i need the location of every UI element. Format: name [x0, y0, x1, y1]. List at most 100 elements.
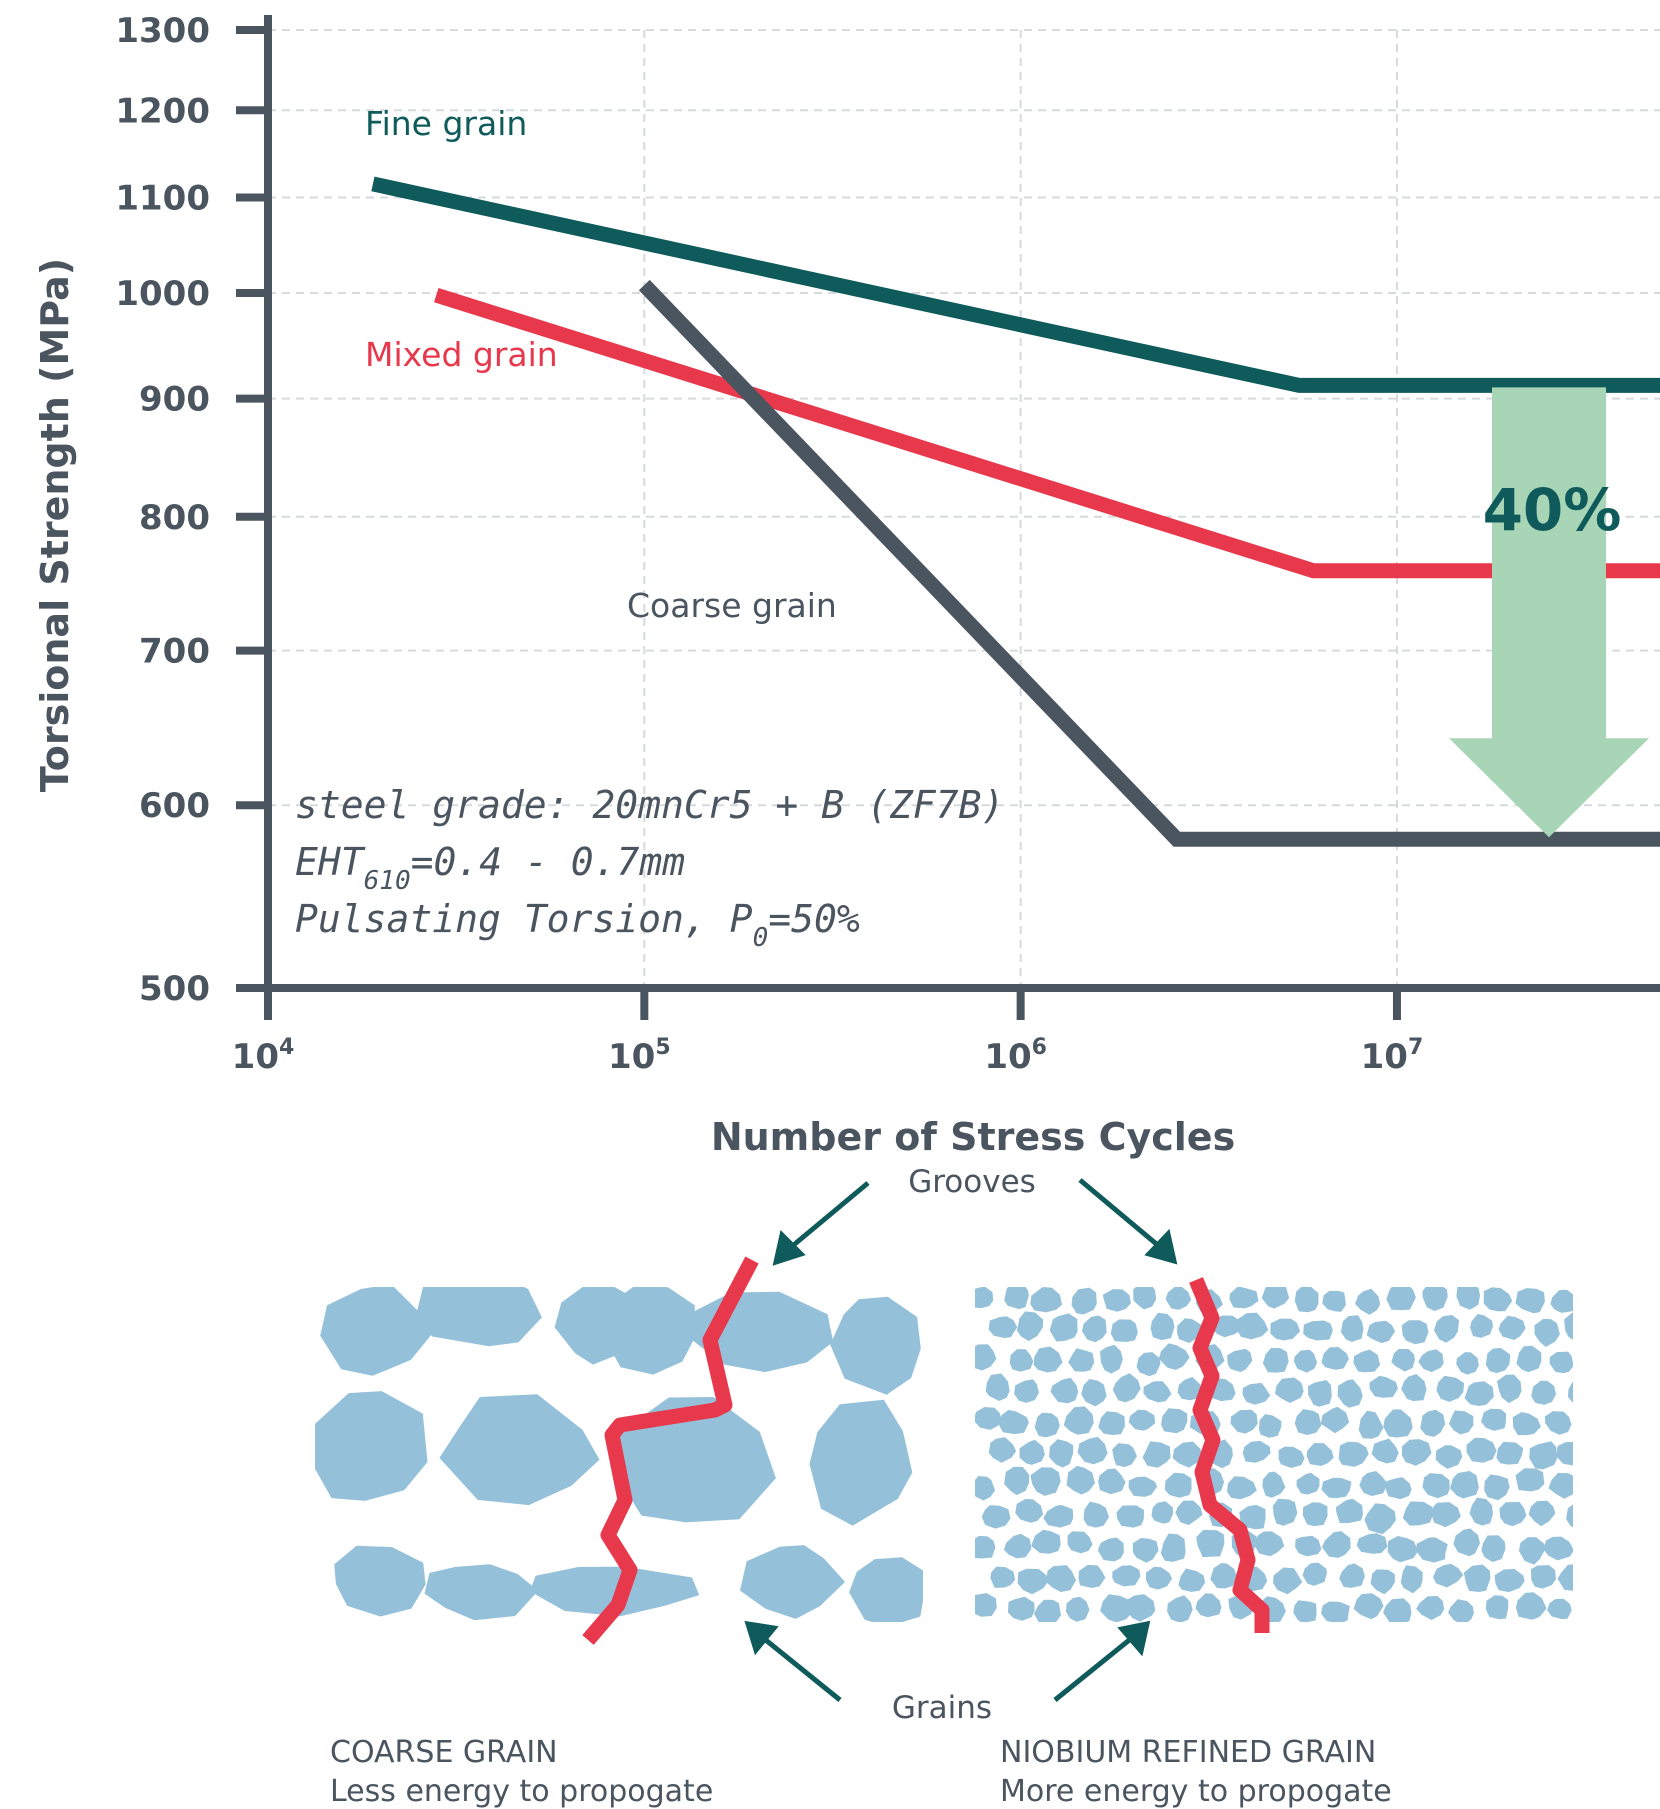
- refined-grain-cell-15: [1456, 1287, 1480, 1310]
- refined-grain-cell-204: [1416, 1596, 1445, 1620]
- refined-grain-cell-202: [1353, 1593, 1384, 1620]
- coarse-grain-subtitle: Less energy to propogate: [330, 1774, 713, 1809]
- refined-grain-cell-144: [1335, 1498, 1363, 1524]
- refined-grain-cell-67: [1308, 1380, 1332, 1407]
- series-label-coarse-grain: Coarse grain: [627, 586, 837, 625]
- coarse-grain-cell-5: [830, 1296, 921, 1395]
- refined-grain-cell-191: [1007, 1596, 1035, 1621]
- refined-grain-cell-200: [1293, 1600, 1317, 1622]
- coarse-grain-cell-14: [849, 1557, 923, 1622]
- refined-grain-cell-40: [1033, 1346, 1063, 1373]
- reduction-arrow-shape: [1449, 387, 1649, 838]
- refined-grain-cell-81: [1128, 1409, 1156, 1431]
- refined-grain-cell-106: [1338, 1441, 1369, 1467]
- x-tick-base-7: 10: [1361, 1037, 1408, 1077]
- refined-grain-cell-176: [1145, 1566, 1173, 1590]
- refined-grain-cell-33: [1434, 1315, 1459, 1343]
- refined-grain-cell-24: [1150, 1312, 1175, 1341]
- refined-grain-panel: [975, 1287, 1573, 1622]
- refined-grain-cell-158: [1160, 1533, 1186, 1562]
- refined-grain-cell-134: [1015, 1499, 1044, 1523]
- refined-grain-cell-141: [1239, 1504, 1266, 1530]
- refined-grain-cell-90: [1420, 1409, 1446, 1437]
- refined-grain-cell-53: [1456, 1352, 1479, 1375]
- refined-grain-cell-50: [1353, 1349, 1381, 1373]
- note-eht-main: EHT: [295, 840, 366, 884]
- refined-grain-cell-149: [1499, 1501, 1527, 1527]
- crack-coarse: [582, 1256, 759, 1645]
- refined-grain-cell-131: [1515, 1468, 1545, 1492]
- refined-grain-cell-99: [1112, 1443, 1137, 1468]
- grain-arrowhead-left: [744, 1620, 779, 1656]
- coarse-grain-cell-10: [334, 1545, 426, 1617]
- refined-grain-cell-192: [1034, 1599, 1061, 1622]
- refined-grain-cell-184: [1400, 1565, 1423, 1594]
- refined-grain-cell-84: [1230, 1409, 1258, 1434]
- refined-grain-cell-57: [985, 1373, 1010, 1401]
- note-eht-rest: =0.4 - 0.7mm: [411, 840, 686, 884]
- x-tick-base-6: 10: [984, 1037, 1031, 1077]
- x-tick-base-4: 10: [232, 1037, 279, 1077]
- y-tick-label-500: 500: [139, 969, 210, 1009]
- grid-lines: [268, 29, 1660, 988]
- refined-grain-cell-104: [1278, 1446, 1305, 1468]
- grooves-label: Grooves: [908, 1164, 1036, 1200]
- refined-grain-cell-145: [1364, 1503, 1396, 1535]
- refined-grain-cell-4: [1102, 1289, 1131, 1312]
- refined-grain-cell-163: [1322, 1531, 1351, 1558]
- refined-grain-cell-128: [1422, 1473, 1450, 1499]
- refined-grain-cell-94: [1544, 1411, 1572, 1435]
- refined-grain-cell-205: [1448, 1599, 1474, 1622]
- refined-grain-cell-56: [1549, 1351, 1573, 1374]
- refined-grain-cell-89: [1383, 1409, 1413, 1438]
- note-pulsating: Pulsating Torsion, P0=50%: [295, 897, 860, 953]
- refined-grain-cell-123: [1262, 1471, 1286, 1498]
- refined-grain-cell-0: [975, 1287, 994, 1309]
- refined-grain-cell-135: [1043, 1505, 1074, 1528]
- refined-grain-cell-11: [1322, 1290, 1346, 1312]
- refined-grain-cell-16: [1483, 1287, 1513, 1312]
- refined-grain-cell-207: [1515, 1592, 1547, 1620]
- refined-grain-cell-107: [1371, 1438, 1399, 1464]
- refined-grain-cell-125: [1321, 1477, 1352, 1499]
- refined-grain-cell-65: [1242, 1382, 1271, 1405]
- refined-grain-cell-41: [1068, 1348, 1095, 1372]
- refined-grain-cell-61: [1112, 1373, 1141, 1403]
- refined-grain-cell-178: [1210, 1563, 1237, 1589]
- refined-grain-cell-166: [1416, 1537, 1448, 1563]
- refined-grain-cell-132: [1548, 1472, 1573, 1499]
- refined-grain-cell-185: [1433, 1563, 1464, 1588]
- refined-grain-cell-162: [1295, 1535, 1322, 1557]
- refined-grain-cell-21: [1049, 1313, 1078, 1342]
- groove-arrow-left: [788, 1181, 870, 1250]
- refined-grain-title: NIOBIUM REFINED GRAIN: [1000, 1735, 1376, 1770]
- refined-grain-cell-114: [975, 1476, 996, 1501]
- refined-grain-cell-153: [1003, 1533, 1032, 1559]
- refined-grain-cell-138: [1151, 1501, 1173, 1524]
- grain-arrow-left: [760, 1635, 842, 1702]
- refined-grain-cell-75: [1568, 1381, 1573, 1403]
- refined-grain-cell-111: [1496, 1441, 1524, 1465]
- x-tick-label-7: 107: [1361, 1035, 1424, 1077]
- refined-grain-cell-13: [1386, 1287, 1416, 1311]
- x-tick-base-5: 10: [608, 1037, 655, 1077]
- coarse-grain-cell-7: [439, 1394, 600, 1506]
- series-label-mixed-grain: Mixed grain: [365, 335, 558, 374]
- reduction-percent-label: 40%: [1483, 476, 1622, 544]
- refined-grain-cell-201: [1321, 1601, 1350, 1622]
- refined-grain-cell-59: [1050, 1377, 1079, 1404]
- refined-grain-cell-27: [1236, 1312, 1269, 1340]
- refined-grain-cell-193: [1065, 1596, 1090, 1622]
- refined-grain-cell-197: [1195, 1593, 1222, 1618]
- refined-grain-cell-96: [1019, 1439, 1045, 1465]
- refined-grain-cell-78: [1034, 1412, 1060, 1438]
- refined-grain-cell-110: [1466, 1437, 1497, 1463]
- x-tick-label-6: 106: [984, 1035, 1047, 1077]
- refined-grain-cell-60: [1081, 1379, 1107, 1407]
- refined-grain-cell-34: [1470, 1314, 1493, 1338]
- groove-arrowhead-right: [1144, 1228, 1178, 1265]
- refined-grain-cell-95: [988, 1437, 1017, 1463]
- refined-grain-cell-39: [1009, 1349, 1034, 1372]
- refined-grain-cell-188: [1531, 1565, 1556, 1589]
- refined-grain-cell-116: [1030, 1467, 1061, 1496]
